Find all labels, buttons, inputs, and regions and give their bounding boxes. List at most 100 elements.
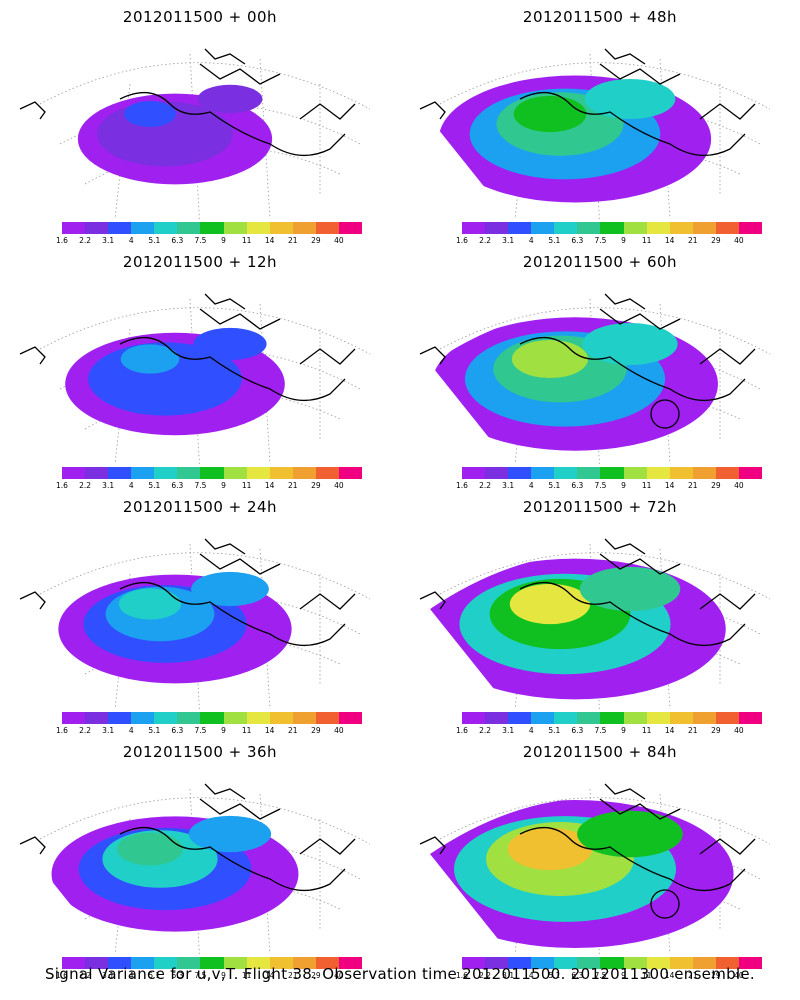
colorbar-label: 5.1 — [548, 971, 561, 980]
colorbar-swatch — [292, 222, 316, 234]
colorbar-label: 5.1 — [148, 481, 161, 490]
colorbar-swatch — [623, 222, 647, 234]
observation-circle — [650, 889, 680, 919]
coastline — [419, 48, 756, 157]
colorbar-label: 6.3 — [171, 236, 184, 245]
colorbar-label: 7.5 — [594, 726, 607, 735]
colorbar-swatch — [600, 957, 624, 969]
colorbar-label: 11 — [241, 236, 252, 245]
colorbar-label: 14 — [264, 971, 275, 980]
map-panel: 2012011500 + 84h 1.6 2.2 3.1 4 5.1 6.3 7.5 9 11 14… — [400, 735, 800, 980]
colorbar-label: 6.3 — [171, 726, 184, 735]
colorbar-labels: 1.6 2.2 3.1 4 5.1 6.3 7.5 9 11 14 21 29 40 — [56, 481, 368, 491]
colorbar-label: 14 — [264, 481, 275, 490]
colorbar — [462, 222, 763, 234]
colorbar-label: 40 — [734, 971, 744, 980]
colorbar-swatch — [531, 712, 555, 724]
colorbar-swatch — [269, 712, 293, 724]
colorbar-swatch — [738, 467, 763, 479]
colorbar-swatch — [338, 712, 363, 724]
colorbar-label: 11 — [241, 726, 252, 735]
colorbar-label: 4 — [128, 726, 134, 735]
colorbar-swatch — [131, 712, 155, 724]
coastline — [19, 538, 356, 647]
colorbar-label: 11 — [241, 971, 252, 980]
colorbar-label: 21 — [687, 481, 698, 490]
variance-field — [438, 75, 712, 203]
variance-map — [19, 293, 371, 464]
colorbar-label: 2.2 — [479, 236, 492, 245]
colorbar-label: 5.1 — [548, 481, 561, 490]
colorbar-label: 40 — [734, 481, 744, 490]
colorbar-swatch — [154, 222, 178, 234]
colorbar-labels: 1.6 2.2 3.1 4 5.1 6.3 7.5 9 11 14 21 29 40 — [56, 726, 368, 736]
colorbar-label: 1.6 — [56, 481, 68, 490]
colorbar-swatch — [646, 712, 670, 724]
colorbar-swatch — [554, 222, 578, 234]
colorbar-label: 29 — [711, 236, 721, 245]
colorbar-label: 2.2 — [479, 481, 492, 490]
variance-map — [19, 538, 371, 709]
variance-map — [419, 783, 771, 954]
colorbar-label: 29 — [711, 481, 721, 490]
colorbar-swatch — [200, 712, 224, 724]
colorbar-swatch — [292, 467, 316, 479]
colorbar-label: 5.1 — [548, 236, 561, 245]
colorbar — [462, 712, 763, 724]
colorbar-swatch — [485, 712, 509, 724]
colorbar-label: 1.6 — [456, 236, 468, 245]
colorbar-swatch — [531, 222, 555, 234]
colorbar-label: 4 — [528, 481, 534, 490]
colorbar-swatch — [338, 222, 363, 234]
colorbar-label: 6.3 — [171, 481, 184, 490]
colorbar-label: 6.3 — [571, 481, 584, 490]
colorbar-label: 6.3 — [571, 971, 584, 980]
colorbar-swatch — [554, 712, 578, 724]
colorbar-swatch — [600, 222, 624, 234]
colorbar-swatch — [462, 712, 486, 724]
map-panel: 2012011500 + 12h 1.6 2.2 3.1 4 5.1 6.3 7.5 9 11 14… — [0, 245, 400, 490]
colorbar-swatch — [715, 222, 739, 234]
colorbar-label: 21 — [287, 726, 298, 735]
colorbar-label: 1.6 — [56, 971, 68, 980]
colorbar-label: 11 — [641, 236, 652, 245]
colorbar-label: 14 — [664, 236, 675, 245]
colorbar-swatch — [692, 222, 716, 234]
colorbar-label: 6.3 — [571, 236, 584, 245]
colorbar-label: 1.6 — [456, 726, 468, 735]
colorbar-label: 14 — [664, 481, 675, 490]
colorbar-swatch — [646, 222, 670, 234]
colorbar-labels: 1.6 2.2 3.1 4 5.1 6.3 7.5 9 11 14 21 29 40 — [56, 971, 368, 981]
variance-field — [77, 84, 273, 185]
panel-title: 2012011500 + 12h — [122, 253, 278, 271]
colorbar-label: 1.6 — [456, 971, 468, 980]
colorbar-label: 14 — [664, 726, 675, 735]
colorbar-swatch — [692, 467, 716, 479]
colorbar-label: 9 — [621, 236, 626, 245]
colorbar-swatch — [223, 467, 247, 479]
colorbar-swatch — [85, 222, 109, 234]
colorbar-label: 5.1 — [148, 726, 161, 735]
colorbar-swatch — [554, 957, 578, 969]
colorbar-label: 4 — [128, 481, 134, 490]
colorbar-swatch — [623, 467, 647, 479]
colorbar-label: 29 — [311, 236, 321, 245]
colorbar-swatch — [315, 467, 339, 479]
colorbar-label: 3.1 — [102, 726, 115, 735]
colorbar-label: 40 — [334, 481, 344, 490]
colorbar-labels: 1.6 2.2 3.1 4 5.1 6.3 7.5 9 11 14 21 29 40 — [456, 726, 768, 736]
colorbar-swatch — [108, 222, 132, 234]
colorbar-swatch — [223, 957, 247, 969]
colorbar-label: 9 — [221, 971, 226, 980]
colorbar-swatch — [715, 957, 739, 969]
panel-title: 2012011500 + 48h — [522, 8, 678, 26]
colorbar-swatch — [577, 957, 601, 969]
colorbar-swatch — [531, 957, 555, 969]
colorbar-swatch — [462, 467, 486, 479]
colorbar-swatch — [131, 957, 155, 969]
colorbar-swatch — [85, 712, 109, 724]
map-panel: 2012011500 + 00h 1.6 2.2 3.1 4 5.1 6.3 7.5 9 11 14… — [0, 0, 400, 245]
colorbar-swatch — [85, 957, 109, 969]
colorbar-label: 40 — [334, 726, 344, 735]
panel-title: 2012011500 + 00h — [122, 8, 278, 26]
